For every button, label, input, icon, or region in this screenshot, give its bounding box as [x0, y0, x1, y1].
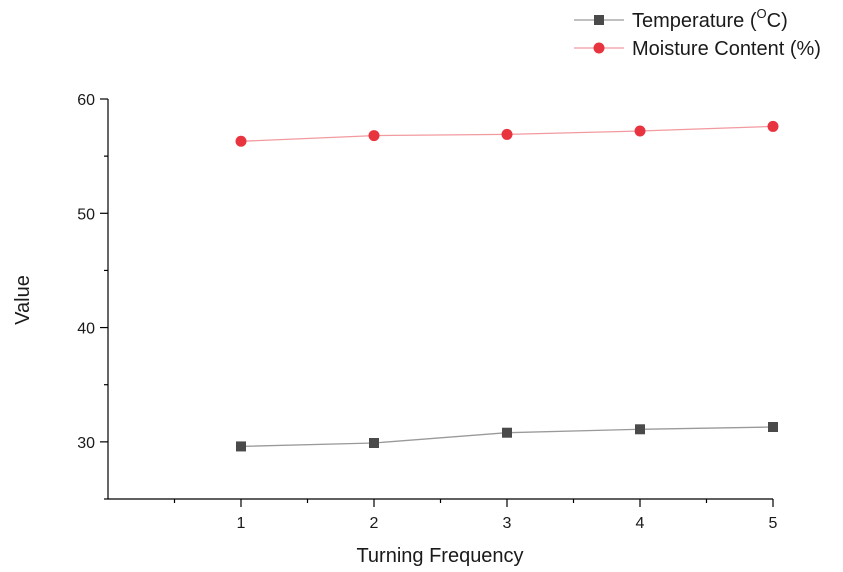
- legend-marker-temperature: [594, 15, 604, 25]
- x-tick-label: 4: [636, 515, 645, 532]
- data-point-temperature: [635, 424, 645, 435]
- data-point-temperature: [502, 427, 512, 438]
- x-tick-label: 1: [237, 515, 246, 532]
- x-tick-label: 5: [769, 515, 778, 532]
- data-point-moisture-content: [368, 130, 380, 142]
- legend-marker-moisture-content: [593, 42, 605, 54]
- legend: Temperature (OC) Moisture Content (%): [574, 6, 821, 60]
- data-point-moisture-content: [634, 125, 646, 137]
- legend-entry-temperature: Temperature (OC): [574, 6, 788, 32]
- x-axis-title: Turning Frequency: [356, 545, 523, 567]
- y-axis-title: Value: [12, 275, 34, 325]
- y-tick-label: 40: [77, 321, 95, 338]
- x-tick-label: 3: [503, 515, 512, 532]
- axes: 30 40 50 60 1 2 3 4 5: [77, 92, 777, 532]
- y-tick-label: 30: [77, 435, 95, 452]
- legend-entry-moisture-content: Moisture Content (%): [574, 38, 821, 60]
- data-point-moisture-content: [235, 135, 247, 147]
- y-tick-label: 50: [77, 206, 95, 223]
- data-point-moisture-content: [767, 120, 779, 132]
- series-moisture-content: [235, 120, 779, 147]
- x-tick-label: 2: [370, 515, 379, 532]
- legend-label-temperature-superscript: O: [757, 6, 767, 21]
- data-point-moisture-content: [501, 128, 513, 140]
- data-point-temperature: [236, 441, 246, 452]
- legend-label-temperature-suffix: C): [767, 10, 788, 32]
- legend-label-moisture-content: Moisture Content (%): [632, 38, 821, 60]
- legend-label-temperature: Temperature (OC): [632, 6, 788, 32]
- series-temperature: [236, 422, 778, 452]
- y-tick-label: 60: [77, 92, 95, 109]
- data-point-temperature: [768, 422, 778, 432]
- data-point-temperature: [369, 438, 379, 448]
- series-layer: [235, 120, 779, 452]
